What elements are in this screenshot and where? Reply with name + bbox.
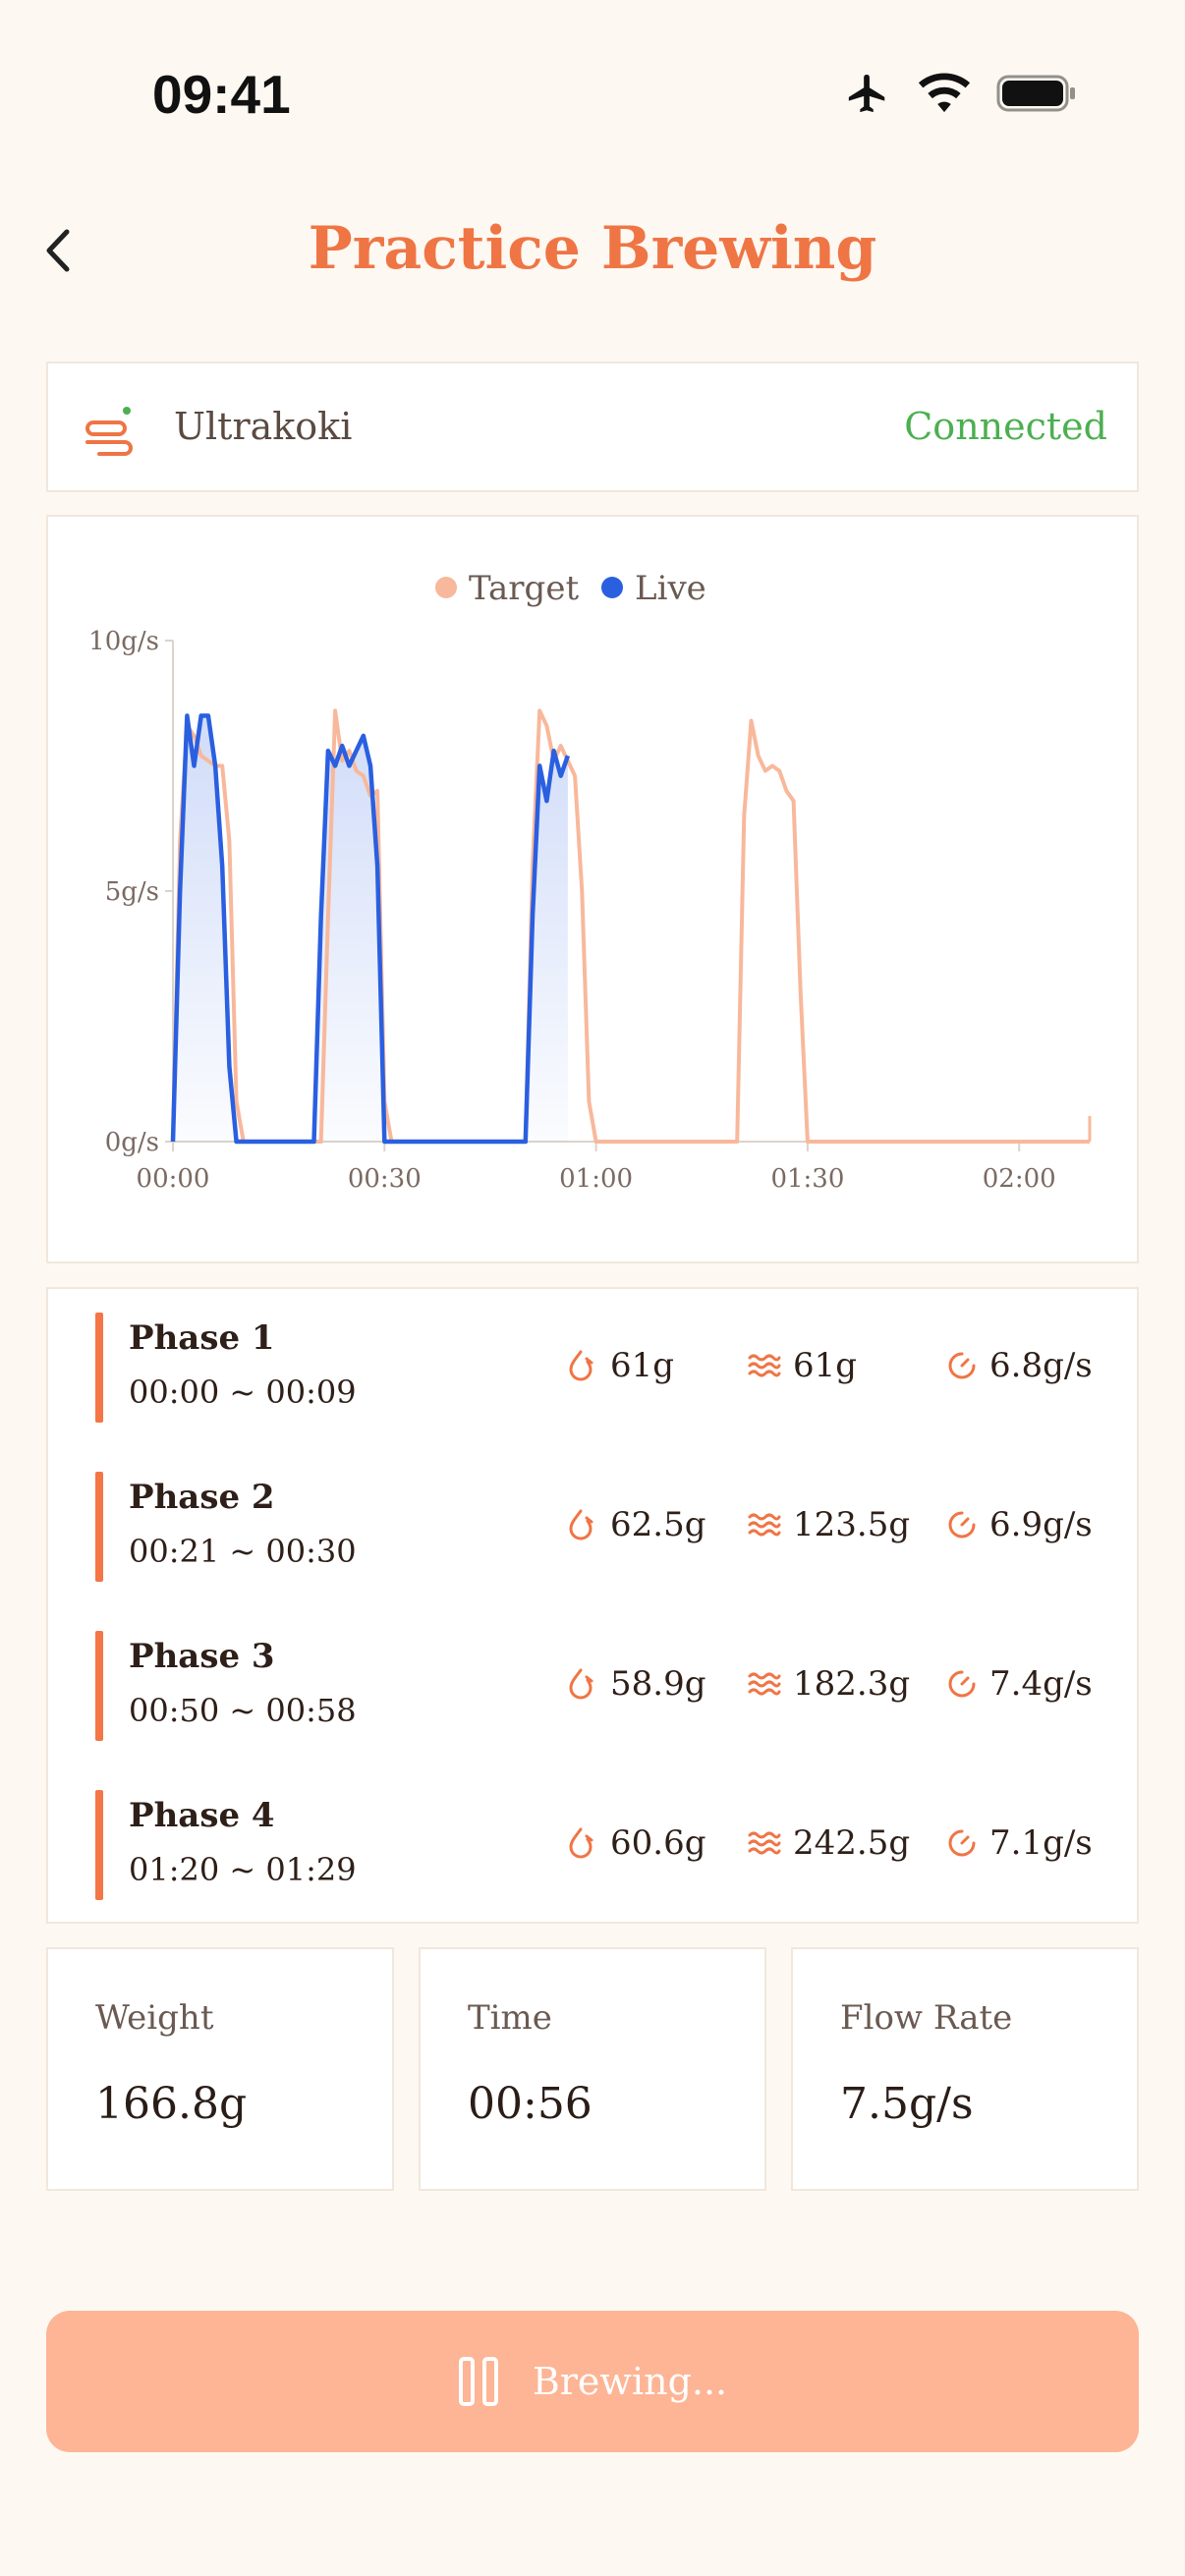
phase-total-stat: 61g: [748, 1346, 857, 1385]
back-button[interactable]: [37, 216, 96, 285]
waves-icon: [748, 1831, 781, 1855]
phase-rate-stat: 6.8g/s: [946, 1346, 1093, 1385]
phase-indicator-bar: [95, 1313, 103, 1423]
phase-water: 58.9g: [610, 1664, 706, 1704]
phase-water-stat: 58.9g: [567, 1664, 705, 1704]
brewing-button[interactable]: Brewing...: [46, 2311, 1139, 2452]
phase-rate-stat: 7.1g/s: [946, 1823, 1093, 1863]
flow-rate-card: Flow Rate 7.5g/s: [791, 1947, 1139, 2191]
waves-icon: [748, 1513, 781, 1537]
legend-live-label: Live: [635, 569, 706, 608]
water-drop-icon: [569, 1668, 593, 1700]
x-tick-label: 01:00: [559, 1164, 633, 1194]
time-value: 00:56: [468, 2079, 592, 2129]
gauge-icon: [948, 1670, 976, 1698]
phase-name: Phase 3: [129, 1637, 275, 1676]
weight-label: Weight: [95, 1998, 214, 2038]
flow-rate-label: Flow Rate: [840, 1998, 1013, 2038]
flow-chart-card: Target Live 0g/s 5g/s 10g/s 00:00 00:30 01:00…: [46, 515, 1139, 1263]
phase-rate: 6.9g/s: [989, 1505, 1093, 1544]
battery-icon: [996, 75, 1075, 112]
legend-target-label: Target: [469, 569, 579, 608]
phase-water: 62.5g: [610, 1505, 706, 1544]
time-label: Time: [468, 1998, 552, 2038]
waves-icon: [748, 1354, 781, 1377]
page-title: Practice Brewing: [308, 214, 877, 283]
gauge-icon: [948, 1352, 976, 1379]
waves-icon: [748, 1672, 781, 1696]
x-tick-label: 00:30: [348, 1164, 422, 1194]
chart-series: [170, 708, 1092, 1145]
phase-row: Phase 3 00:50 ~ 00:58 58.9g 182.3g 7.4g/…: [48, 1607, 1141, 1766]
weight-card: Weight 166.8g: [46, 1947, 394, 2191]
time-card: Time 00:56: [419, 1947, 766, 2191]
phase-water-stat: 62.5g: [567, 1505, 705, 1544]
phase-total: 61g: [793, 1346, 858, 1385]
gauge-icon: [948, 1511, 976, 1539]
water-drop-icon: [569, 1827, 593, 1859]
phase-indicator-bar: [95, 1790, 103, 1900]
connection-status: Connected: [904, 405, 1107, 448]
phase-time-range: 00:21 ~ 00:30: [129, 1533, 357, 1570]
device-card[interactable]: Ultrakoki Connected: [46, 362, 1139, 492]
phase-total: 182.3g: [793, 1664, 911, 1704]
legend-live-marker: [601, 577, 623, 598]
device-name: Ultrakoki: [174, 405, 353, 448]
phase-water: 61g: [610, 1346, 675, 1385]
phase-total-stat: 242.5g: [748, 1823, 910, 1863]
phase-total: 242.5g: [793, 1823, 911, 1863]
brewing-button-label: Brewing...: [532, 2360, 728, 2403]
status-time: 09:41: [152, 64, 291, 125]
phase-row: Phase 4 01:20 ~ 01:29 60.6g 242.5g 7.1g/…: [48, 1766, 1141, 1926]
airplane-icon: [848, 74, 885, 113]
x-tick-label: 01:30: [770, 1164, 844, 1194]
flow-chart: Target Live 0g/s 5g/s 10g/s 00:00 00:30 01:00…: [88, 569, 1092, 1194]
water-drop-icon: [569, 1350, 593, 1381]
wifi-icon: [918, 73, 971, 113]
phase-name: Phase 2: [129, 1478, 275, 1517]
phase-rate: 7.1g/s: [989, 1823, 1093, 1863]
target-series-line: [171, 708, 1090, 1144]
phase-water: 60.6g: [610, 1823, 706, 1863]
phase-indicator-bar: [95, 1631, 103, 1741]
phase-rate: 6.8g/s: [989, 1346, 1093, 1385]
pause-icon: [458, 2357, 498, 2406]
phase-water-stat: 60.6g: [567, 1823, 705, 1863]
live-series-area: [173, 715, 568, 1142]
phase-rate-stat: 7.4g/s: [946, 1664, 1093, 1704]
phase-water-stat: 61g: [567, 1346, 674, 1385]
phase-total: 123.5g: [793, 1505, 911, 1544]
phase-row: Phase 1 00:00 ~ 00:09 61g 61g 6.8g/s: [48, 1289, 1141, 1448]
phase-time-range: 00:50 ~ 00:58: [129, 1692, 357, 1729]
phase-name: Phase 1: [129, 1318, 275, 1358]
y-tick-label: 0g/s: [105, 1128, 159, 1157]
y-tick-label: 5g/s: [105, 877, 159, 907]
status-icons: [843, 71, 1077, 116]
phase-total-stat: 123.5g: [748, 1505, 910, 1544]
x-tick-label: 02:00: [983, 1164, 1056, 1194]
header: Practice Brewing: [0, 187, 1185, 314]
phase-name: Phase 4: [129, 1796, 275, 1835]
phase-time-range: 01:20 ~ 01:29: [129, 1851, 357, 1888]
phases-card: Phase 1 00:00 ~ 00:09 61g 61g 6.8g/s Pha…: [46, 1287, 1139, 1924]
legend-target-marker: [435, 577, 457, 598]
live-series-line: [170, 713, 571, 1145]
phase-rate-stat: 6.9g/s: [946, 1505, 1093, 1544]
weight-value: 166.8g: [95, 2079, 248, 2129]
phase-row: Phase 2 00:21 ~ 00:30 62.5g 123.5g 6.9g/…: [48, 1448, 1141, 1607]
kettle-icon: [85, 407, 133, 456]
water-drop-icon: [569, 1509, 593, 1540]
chart-axes: 0g/s 5g/s 10g/s 00:00 00:30 01:00 01:30 02:00: [88, 627, 1090, 1194]
chart-legend: Target Live: [435, 569, 706, 608]
flow-rate-value: 7.5g/s: [840, 2079, 974, 2129]
status-bar: 09:41: [0, 0, 1185, 187]
phase-time-range: 00:00 ~ 00:09: [129, 1373, 357, 1411]
y-tick-label: 10g/s: [88, 627, 159, 656]
phase-indicator-bar: [95, 1472, 103, 1582]
phase-rate: 7.4g/s: [989, 1664, 1093, 1704]
gauge-icon: [948, 1829, 976, 1857]
chevron-left-icon: [46, 229, 70, 272]
x-tick-label: 00:00: [137, 1164, 210, 1194]
phase-total-stat: 182.3g: [748, 1664, 910, 1704]
